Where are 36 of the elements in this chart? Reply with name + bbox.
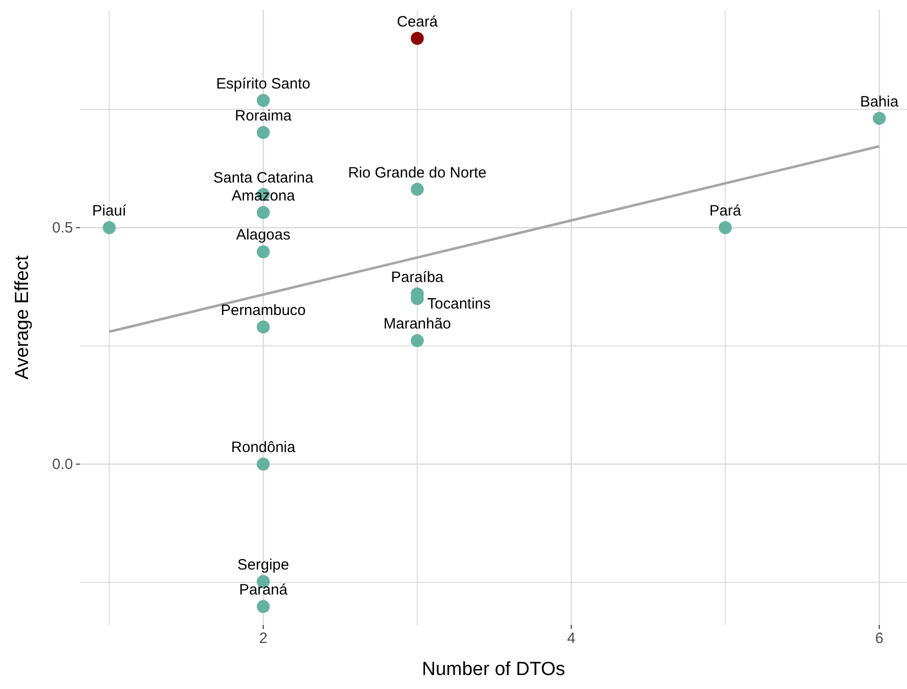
point: [256, 94, 270, 107]
x-tick-label: 6: [875, 630, 884, 647]
point: [256, 206, 270, 219]
point: [256, 458, 270, 471]
point: [256, 320, 270, 334]
y-tick-label: 0.0: [52, 456, 73, 474]
point: [718, 221, 732, 234]
annotation: Tocantins: [427, 296, 491, 313]
annotation: Bahia: [860, 93, 900, 110]
annotation: Rondônia: [231, 439, 296, 456]
annotation: Piauí: [92, 202, 128, 220]
annotation: Maranhão: [383, 316, 452, 333]
annotation: Pará: [709, 202, 742, 220]
y-tick-label: 0.5: [52, 220, 73, 237]
point: [256, 245, 270, 258]
annotation: Ceará: [396, 13, 438, 30]
x-axis-title: Number of DTOs: [422, 659, 566, 680]
annotation: Paraíba: [390, 268, 444, 286]
point: [256, 126, 270, 140]
point: [256, 600, 270, 614]
point: [410, 182, 424, 196]
point: [410, 334, 424, 348]
annotation: Alagoas: [236, 226, 290, 244]
annotation: Rio Grande do Norte: [348, 164, 486, 182]
annotation: Roraima: [234, 108, 292, 125]
x-tick-label: 2: [259, 630, 268, 647]
point: [872, 112, 886, 125]
annotation: Santa Catarina: [213, 170, 314, 186]
point: [410, 32, 424, 45]
annotation: Espírito Santo: [216, 75, 310, 92]
annotation: Sergipe: [237, 556, 290, 574]
y-axis-title: Average Effect: [12, 254, 33, 380]
x-tick-label: 4: [567, 630, 576, 647]
annotation: Paraná: [239, 582, 288, 599]
annotation: Pernambuco: [220, 302, 306, 319]
point: [102, 221, 116, 234]
